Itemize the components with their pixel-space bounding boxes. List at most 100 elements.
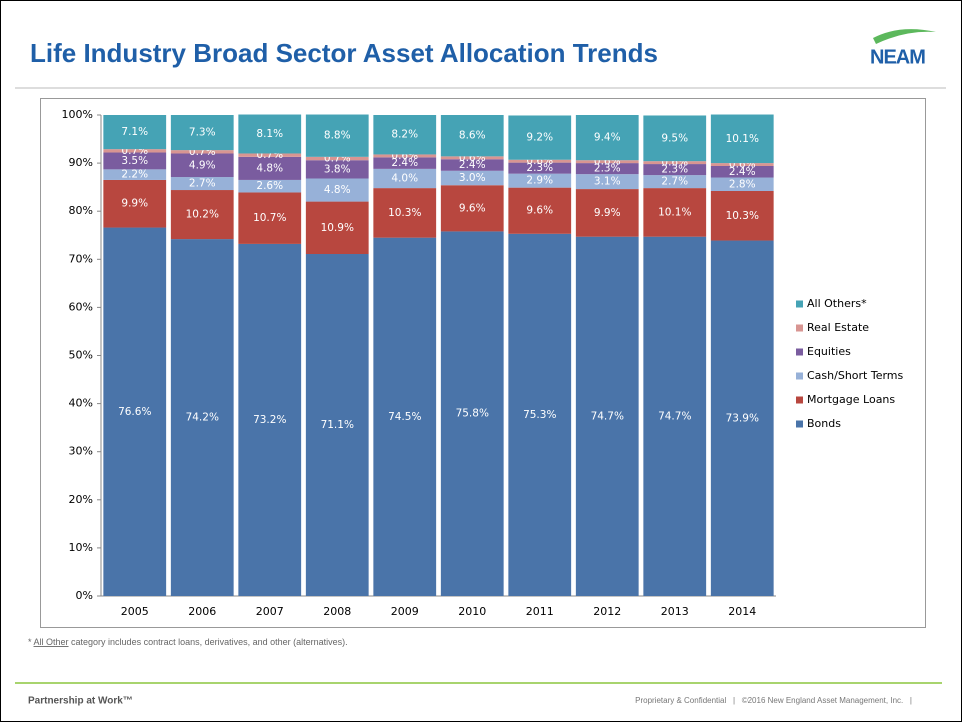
bar-segment [373,168,437,189]
bar-segment [710,240,774,596]
legend-swatch [796,372,803,380]
bar-segment [170,150,234,154]
bar-segment [710,190,774,241]
bar-segment [170,153,234,178]
legend-label: Bonds [807,417,841,430]
plot: 0% 10% 20% 30% 40% 50% 60% 70% 80% 90% 100% 2005 76.… [62,108,904,618]
x-tick-label: 2008 [323,605,351,618]
data-label: 9.2% [526,132,553,144]
slide-title: Life Industry Broad Sector Asset Allocat… [30,38,658,68]
legend-swatch [796,420,803,428]
data-label: 75.8% [456,408,489,420]
bar-segment [238,114,302,154]
bar-segment [103,149,167,153]
bar-segment [103,152,167,170]
data-label: 74.7% [658,410,691,422]
data-label: 75.3% [523,409,556,421]
data-label: 76.6% [118,406,151,418]
data-label: 2.3% [526,162,553,174]
bar-segment [440,170,504,186]
legend-swatch [796,348,803,356]
bar-segment [643,175,707,189]
data-label: 74.2% [186,412,219,424]
bar-segment [575,160,639,164]
bar-segment [710,114,774,164]
data-label: 3.8% [324,163,351,175]
data-label: 8.8% [324,130,351,142]
legend-label: All Others* [807,297,867,310]
data-label: 2.4% [391,157,418,169]
legend-label: Equities [807,345,851,358]
x-tick-label: 2014 [728,605,756,618]
bar-segment [373,188,437,238]
data-label: 3.1% [594,176,621,188]
legend-swatch [796,300,803,308]
bar-segment [440,156,504,160]
bar-segment [508,159,572,163]
data-label: 3.5% [121,155,148,167]
bar-segment [440,115,504,157]
footer-right: Proprietary & Confidential | ©2016 New E… [635,696,912,705]
legend-label: Cash/Short Terms [807,369,904,382]
bar-segment [710,177,774,191]
bar-segment [508,233,572,596]
bar-segment [440,231,504,597]
bar-segment [305,201,369,255]
x-tick-label: 2013 [661,605,689,618]
footnote-mark: * [28,637,34,647]
data-label: 2.7% [189,178,216,190]
bar-segment [305,114,369,157]
legend-swatch [796,396,803,404]
data-label: 8.2% [391,129,418,141]
x-tick-label: 2011 [526,605,554,618]
bar-segment [643,236,707,596]
footnote-link: All Other [34,637,69,647]
legend-swatch [796,324,803,332]
data-label: 7.1% [121,126,148,138]
bar-segment [170,177,234,191]
bar-segment [103,227,167,596]
data-label: 9.4% [594,132,621,144]
bar-segment [103,179,167,228]
bar-segment [508,187,572,234]
y-tick-label: 90% [69,156,93,169]
bar-segment [170,190,234,240]
data-label: 9.9% [594,207,621,219]
x-tick-label: 2012 [593,605,621,618]
data-label: 2.4% [459,159,486,171]
data-label: 2.3% [661,164,688,176]
bar-segment [440,185,504,232]
data-label: 10.2% [186,209,219,221]
legend-label: Mortgage Loans [807,393,895,406]
bar-segment [373,154,437,158]
data-label: 4.8% [324,184,351,196]
data-label: 9.5% [661,132,688,144]
bar-segment [508,162,572,174]
bar-segment [373,237,437,596]
bar-segment [643,115,707,162]
bar-segment [575,163,639,175]
data-label: 8.6% [459,130,486,142]
bar-segment [238,156,302,180]
data-label: 10.3% [388,207,421,219]
bar-segment [170,239,234,596]
y-tick-label: 50% [69,349,93,362]
y-tick-label: 20% [69,493,93,506]
data-label: 10.1% [726,133,759,145]
data-label: 9.6% [526,205,553,217]
bar-segment [643,188,707,237]
data-label: 73.2% [253,414,286,426]
bar-segment [643,161,707,165]
data-label: 10.9% [321,222,354,234]
bar-segment [238,243,302,596]
bar-segment [170,115,234,151]
bar-segment [305,156,369,161]
bar-segment [238,153,302,157]
data-label: 2.7% [661,176,688,188]
data-label: 2.3% [594,163,621,175]
y-tick-label: 40% [69,397,93,410]
data-label: 2.9% [526,175,553,187]
x-tick-label: 2009 [391,605,419,618]
data-label: 4.9% [189,159,216,171]
data-label: 4.8% [256,162,283,174]
